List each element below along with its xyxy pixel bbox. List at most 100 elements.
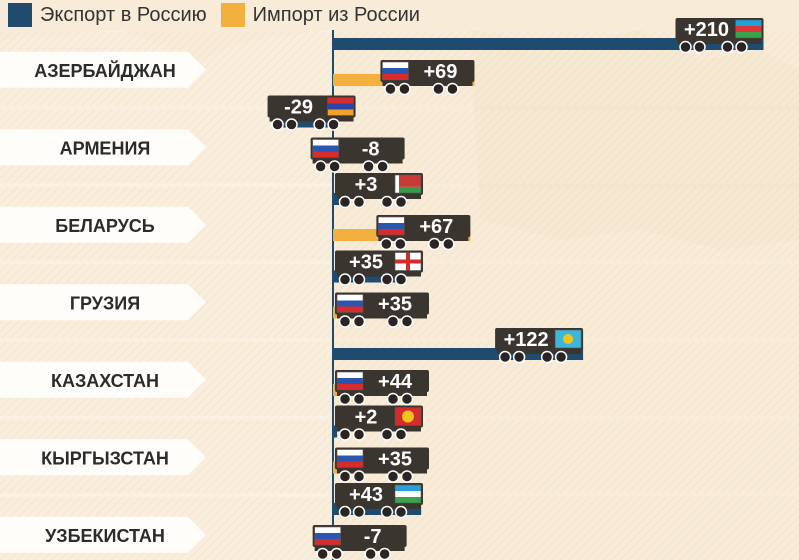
wheel: [394, 428, 408, 441]
russia-flag-icon: [336, 371, 364, 391]
wheel: [376, 160, 389, 173]
wheel: [512, 350, 526, 364]
country-label: ГРУЗИЯ: [70, 293, 140, 313]
wheel: [540, 350, 554, 364]
country-label: УЗБЕКИСТАН: [45, 526, 165, 546]
truck-value-label: +44: [378, 371, 413, 393]
country-arrow: [0, 206, 206, 243]
wheel: [394, 505, 408, 519]
wheel: [386, 315, 400, 328]
wheel: [432, 82, 445, 96]
truck-value-label: +122: [504, 329, 549, 351]
export-bar: [333, 425, 338, 438]
legend-item-export: Экспорт в Россию: [8, 3, 207, 27]
country-label: АЗЕРБАЙДЖАН: [34, 60, 176, 81]
legend: Экспорт в Россию Импорт из России: [8, 2, 420, 28]
wheel: [693, 40, 706, 54]
truck-value-label: +69: [423, 61, 457, 83]
armenia-flag-icon: [327, 97, 354, 116]
country-row-label: АЗЕРБАЙДЖАН: [0, 51, 206, 88]
truck-label: +43: [335, 483, 423, 519]
truck-label: +35: [335, 447, 429, 483]
wheel: [386, 470, 400, 483]
truck-label: +35: [335, 292, 429, 328]
russia-flag-icon: [312, 139, 339, 158]
wheel: [338, 470, 352, 483]
wheel: [735, 40, 748, 54]
wheel: [364, 547, 377, 560]
truck-label: -7: [312, 525, 407, 560]
country-label: АРМЕНИЯ: [60, 138, 151, 158]
truck-value-label: -29: [284, 97, 313, 119]
wheel: [400, 470, 414, 483]
import-swatch: [220, 3, 245, 27]
wheel: [352, 470, 366, 483]
wheel: [338, 273, 352, 286]
country-label: КАЗАХСТАН: [51, 371, 159, 391]
wheel: [679, 40, 692, 54]
wheel: [378, 547, 391, 560]
truck-value-label: +43: [349, 484, 383, 506]
wheel: [380, 237, 393, 251]
country-row-label: КЫРГЫЗСТАН: [0, 439, 206, 476]
georgia-flag-icon: [394, 252, 422, 271]
wheel: [330, 547, 343, 560]
russia-flag-icon: [336, 449, 364, 468]
wheel: [327, 118, 340, 131]
legend-export-label: Экспорт в Россию: [40, 3, 207, 26]
country-row-label: УЗБЕКИСТАН: [0, 516, 206, 553]
wheel: [498, 350, 512, 364]
truck-value-label: -8: [362, 139, 380, 161]
truck-value-label: -7: [364, 526, 382, 548]
truck-value-label: +35: [349, 252, 383, 274]
truck-label: +122: [495, 328, 584, 364]
country-row-label: АРМЕНИЯ: [0, 129, 206, 166]
wheel: [554, 350, 568, 364]
russia-flag-icon: [382, 61, 409, 81]
truck-label: +3: [335, 173, 423, 209]
truck-value-label: +2: [355, 407, 378, 429]
truck-label: -8: [310, 137, 405, 173]
export-swatch: [8, 3, 32, 27]
truck-label: -29: [267, 95, 356, 131]
belarus-flag-icon: [394, 174, 422, 194]
wheel: [394, 195, 408, 209]
wheel: [352, 273, 366, 286]
wheel: [271, 118, 284, 131]
country-label: КЫРГЫЗСТАН: [41, 448, 169, 468]
wheel: [352, 428, 366, 441]
wheel: [400, 392, 414, 406]
country-arrow: [0, 361, 206, 398]
russia-flag-icon: [378, 216, 405, 236]
truck-label: +2: [335, 405, 423, 441]
wheel: [352, 505, 366, 519]
wheel: [400, 315, 414, 328]
wheel: [352, 315, 366, 328]
kyrgyzstan-flag-icon: [394, 407, 422, 426]
wheel: [352, 195, 366, 209]
wheel: [313, 118, 326, 131]
country-row-label: КАЗАХСТАН: [0, 361, 206, 398]
country-row-label: ГРУЗИЯ: [0, 284, 206, 321]
export-bar: [333, 38, 764, 50]
wheel: [338, 315, 352, 328]
truck-label: +69: [380, 60, 475, 96]
russia-flag-icon: [314, 526, 341, 546]
wheel: [446, 82, 459, 96]
truck-label: +210: [675, 18, 764, 54]
truck-label: +67: [376, 215, 471, 251]
truck-value-label: +35: [378, 294, 412, 316]
wheel: [384, 82, 397, 96]
wheel: [398, 82, 411, 96]
wheel: [380, 273, 394, 286]
country-arrow: [0, 439, 206, 476]
wheel: [338, 195, 352, 209]
wheel: [380, 505, 394, 519]
legend-import-label: Импорт из России: [252, 3, 420, 26]
azerbaijan-flag-icon: [735, 19, 762, 39]
country-arrow: [0, 284, 206, 321]
legend-item-import: Импорт из России: [220, 3, 420, 27]
truck-label: +44: [335, 370, 429, 406]
country-row-label: БЕЛАРУСЬ: [0, 206, 206, 243]
